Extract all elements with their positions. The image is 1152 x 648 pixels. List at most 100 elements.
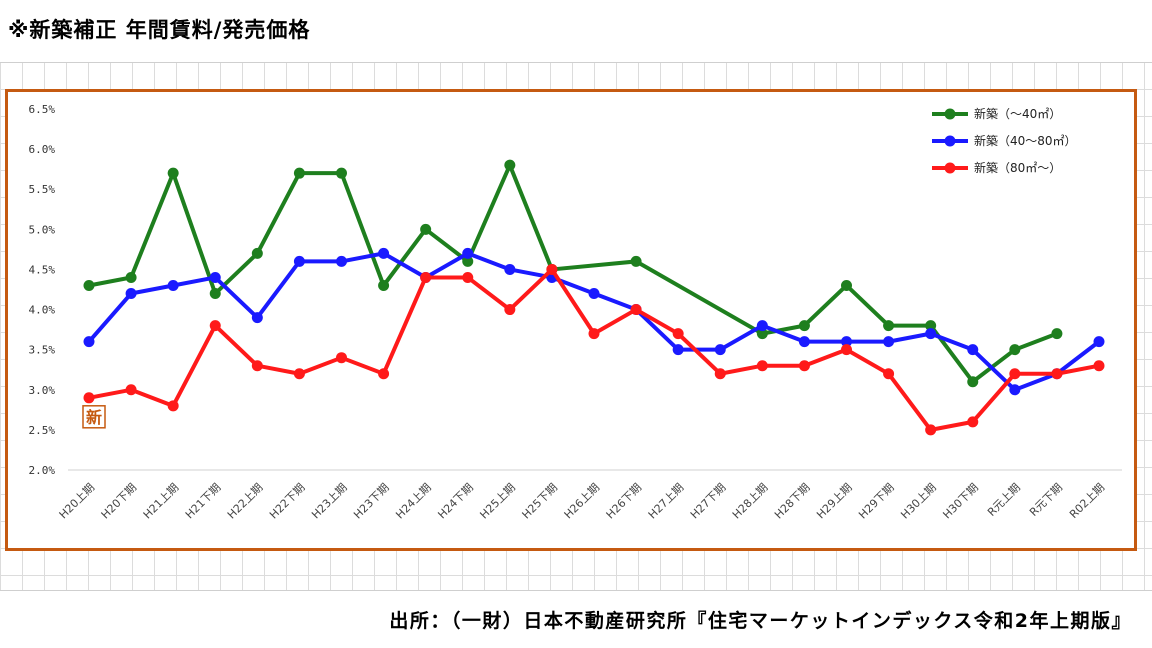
heading-band [0, 0, 1152, 63]
data-point [841, 344, 852, 356]
data-point [336, 352, 347, 364]
data-point [167, 167, 179, 179]
data-point [293, 167, 305, 179]
x-tick-label: R元上期 [985, 481, 1023, 519]
data-point [630, 304, 642, 316]
data-point [967, 344, 979, 356]
data-point [420, 271, 432, 283]
data-point [378, 247, 390, 259]
y-tick-label: 6.0% [29, 143, 56, 156]
data-point [83, 336, 95, 348]
x-tick-label: H28上期 [730, 481, 771, 522]
legend-entry: 新築（～40㎡） [974, 106, 1061, 121]
data-point [1009, 384, 1021, 396]
x-tick-label: H30下期 [940, 481, 981, 522]
data-point [167, 400, 179, 412]
x-tick-label: R元下期 [1027, 481, 1065, 519]
y-tick-label: 4.5% [29, 263, 56, 276]
x-tick-label: H24上期 [393, 481, 434, 522]
data-point [125, 271, 137, 283]
series-line [87, 251, 1101, 392]
data-point [1093, 360, 1105, 372]
x-tick-label: H29上期 [814, 481, 855, 522]
data-point [462, 271, 474, 283]
data-point [125, 384, 137, 396]
data-point [420, 223, 432, 235]
data-point [504, 159, 516, 171]
x-tick-label: H26下期 [604, 481, 645, 522]
y-tick-label: 3.0% [29, 384, 56, 397]
data-point [378, 368, 390, 380]
data-point [588, 328, 600, 340]
x-tick-label: H27下期 [688, 481, 729, 522]
data-point [925, 328, 937, 340]
data-point [798, 336, 810, 348]
data-point [1051, 368, 1063, 380]
y-tick-label: 2.0% [29, 464, 56, 477]
data-point [125, 288, 137, 300]
data-point [1093, 336, 1105, 348]
x-tick-label: H21上期 [141, 481, 182, 522]
data-point [209, 320, 221, 332]
x-tick-label: H30上期 [898, 481, 939, 522]
data-point [546, 263, 558, 275]
x-tick-label: H23上期 [309, 481, 350, 522]
x-tick-label: H20下期 [99, 481, 140, 522]
data-point [883, 336, 895, 348]
data-point [925, 320, 937, 332]
data-point [209, 288, 221, 300]
data-point [798, 360, 810, 372]
data-point [756, 328, 768, 340]
data-point [841, 336, 852, 348]
x-tick-label: H22上期 [225, 481, 266, 522]
data-point [967, 416, 979, 428]
x-tick-label: H28下期 [772, 481, 813, 522]
x-tick-label: H29下期 [856, 481, 897, 522]
data-point [798, 320, 810, 332]
data-point [756, 360, 768, 372]
legend-swatch-marker [944, 108, 956, 120]
data-point [293, 255, 305, 267]
x-tick-label: H23下期 [351, 481, 392, 522]
data-point [1009, 344, 1021, 356]
data-point [1051, 328, 1063, 340]
x-tick-label: H25下期 [520, 481, 561, 522]
data-point [1009, 368, 1021, 380]
data-point [630, 255, 642, 267]
data-point [462, 247, 474, 259]
data-point [883, 320, 895, 332]
data-point [167, 279, 179, 291]
data-point [504, 304, 516, 316]
x-tick-label: H26上期 [562, 481, 603, 522]
y-tick-label: 4.0% [29, 304, 56, 317]
legend-entry: 新築（40～80㎡） [974, 133, 1077, 148]
y-tick-label: 2.5% [29, 424, 56, 437]
data-point [672, 328, 684, 340]
data-point [883, 368, 895, 380]
legend-swatch-marker [944, 162, 956, 174]
legend-entry: 新築（80㎡～） [974, 160, 1061, 175]
y-tick-label: 3.5% [29, 344, 56, 357]
data-point [925, 424, 937, 436]
sheet-heading: ※新築補正 年間賃料/発売価格 [8, 18, 311, 42]
x-tick-label: H27上期 [646, 481, 687, 522]
data-point [209, 271, 221, 283]
data-point [83, 392, 95, 404]
legend-swatch-marker [944, 135, 956, 147]
x-tick-label: H25上期 [477, 481, 518, 522]
new-marker-label: 新 [86, 408, 102, 427]
data-point [251, 360, 263, 372]
y-tick-label: 5.5% [29, 183, 56, 196]
x-tick-label: H20上期 [57, 481, 98, 522]
data-point [588, 288, 600, 300]
data-point [714, 344, 726, 356]
x-tick-label: R02上期 [1067, 481, 1107, 521]
data-point [293, 368, 305, 380]
source-band [0, 590, 1152, 648]
x-tick-label: H22下期 [267, 481, 308, 522]
data-point [251, 312, 263, 324]
source-citation: 出所：（一財）日本不動産研究所『住宅マーケットインデックス令和2年上期版』 [389, 610, 1132, 632]
x-tick-label: H24下期 [435, 481, 476, 522]
data-point [756, 320, 768, 332]
